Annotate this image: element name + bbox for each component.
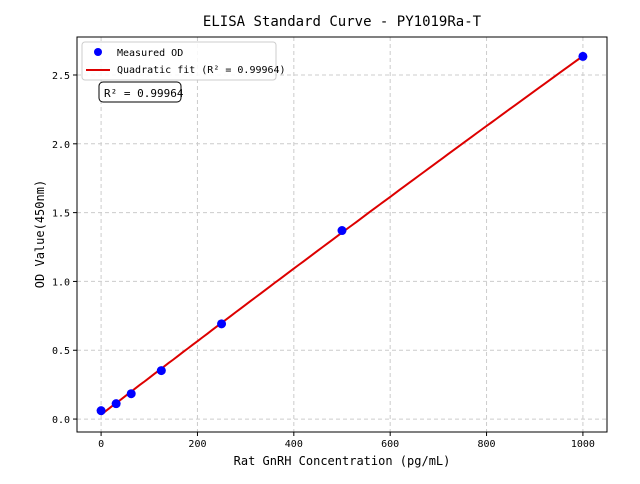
data-point: [126, 389, 136, 399]
x-tick-label: 0: [98, 439, 104, 450]
x-tick-label: 400: [285, 439, 303, 450]
r2-text: R² = 0.99964: [104, 87, 184, 100]
r2-box: [98, 81, 182, 103]
legend: Measured OD Quadratic fit (R² = 0.99964): [81, 41, 286, 81]
fit-line-group: [100, 55, 584, 416]
x-tick-label: 1000: [571, 439, 595, 450]
plot-frame: [76, 36, 608, 433]
x-axis-ticks: 0 200 400 600 800 1000: [98, 432, 595, 450]
fit-line: [100, 55, 584, 416]
y-tick-label: 1.5: [52, 209, 70, 220]
data-point: [156, 366, 166, 376]
legend-marker-measured: [94, 48, 102, 56]
chart-title: ELISA Standard Curve - PY1019Ra-T: [203, 14, 482, 30]
data-point: [111, 399, 121, 409]
y-tick-label: 1.0: [52, 277, 70, 288]
x-tick-label: 800: [478, 439, 496, 450]
data-point: [96, 406, 106, 416]
legend-label-fit: Quadratic fit (R² = 0.99964): [117, 65, 286, 76]
y-tick-label: 2.0: [52, 140, 70, 151]
y-tick-label: 0.0: [52, 415, 70, 426]
legend-box: [81, 41, 277, 81]
legend-label-measured: Measured OD: [117, 48, 183, 59]
data-point: [578, 51, 588, 61]
points-group: [96, 51, 588, 416]
y-axis-ticks: 0.0 0.5 1.0 1.5 2.0 2.5: [52, 71, 77, 426]
y-tick-label: 2.5: [52, 71, 70, 82]
y-tick-label: 0.5: [52, 346, 70, 357]
x-axis-label: Rat GnRH Concentration (pg/mL): [234, 454, 451, 468]
data-point: [337, 226, 347, 236]
y-axis-label: OD Value(450nm): [33, 180, 47, 288]
grid: [77, 37, 607, 432]
r2-annotation: R² = 0.99964: [98, 81, 184, 103]
x-tick-label: 600: [381, 439, 399, 450]
data-point: [217, 319, 227, 329]
x-tick-label: 200: [188, 439, 206, 450]
